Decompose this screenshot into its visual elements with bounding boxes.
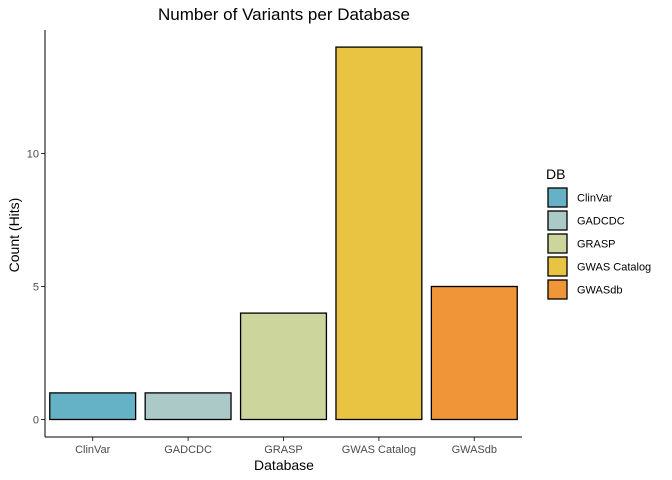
bars (49, 46, 518, 421)
y-tick-label: 10 (27, 149, 39, 161)
y-axis-title: Count (Hits) (6, 198, 22, 273)
legend-label: GRASP (577, 239, 616, 251)
legend-key-gwasdb (547, 279, 568, 300)
bar-gwasdb (430, 285, 518, 421)
legend: DB ClinVar GADCDC GRASP GWAS Catalog GWASdb (546, 166, 651, 300)
legend-label: ClinVar (577, 193, 613, 205)
legend-key-gadcdc (547, 210, 568, 231)
bar-gadcdc (144, 392, 232, 421)
bar-clinvar (49, 392, 137, 421)
legend-label: GWAS Catalog (577, 262, 651, 274)
x-tick-label: GADCDC (164, 444, 212, 456)
x-tick-label: GRASP (264, 444, 303, 456)
x-axis-ticks: ClinVar GADCDC GRASP GWAS Catalog GWASdb (75, 437, 497, 456)
x-tick-label: ClinVar (75, 444, 111, 456)
legend-title: DB (546, 166, 565, 182)
legend-key-gwas-catalog (547, 256, 568, 277)
legend-key-clinvar (547, 187, 568, 208)
legend-label: GWASdb (577, 285, 622, 297)
x-tick-label: GWASdb (452, 444, 497, 456)
legend-key-grasp (547, 233, 568, 254)
bar-gwas-catalog (335, 46, 423, 421)
y-axis-ticks: 0 5 10 (27, 149, 45, 427)
y-tick-label: 5 (33, 282, 39, 294)
legend-items: ClinVar GADCDC GRASP GWAS Catalog GWASdb (547, 187, 651, 300)
y-tick-label: 0 (33, 415, 39, 427)
chart-title: Number of Variants per Database (158, 5, 410, 24)
x-tick-label: GWAS Catalog (342, 444, 416, 456)
bar-grasp (239, 312, 328, 421)
x-axis-title: Database (254, 457, 314, 473)
legend-label: GADCDC (577, 216, 625, 228)
